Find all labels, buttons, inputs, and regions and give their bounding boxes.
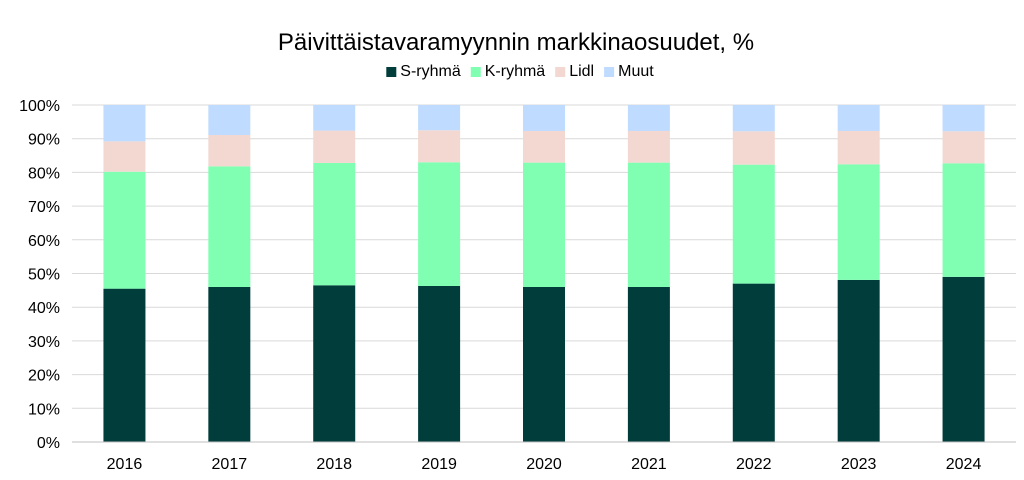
x-axis: 2016 2017 2018 2019 2020 2021 2022 2023 2024 <box>72 441 1016 473</box>
bar-segment <box>837 105 880 131</box>
y-tick-label: 90% <box>28 132 60 149</box>
legend-item: Muut <box>604 63 654 80</box>
legend-item: Lidl <box>555 63 594 80</box>
legend: S-ryhmä K-ryhmä Lidl Muut <box>386 63 654 80</box>
x-tick-label: 2024 <box>946 456 982 473</box>
bar-segment <box>942 163 985 277</box>
bar-segment <box>523 286 565 442</box>
y-tick-label: 30% <box>28 334 60 351</box>
bar-segment <box>732 164 775 284</box>
bar-segment <box>523 105 565 131</box>
bar-segment <box>523 130 565 163</box>
bars <box>103 105 985 442</box>
bar-segment <box>837 279 880 442</box>
y-tick-label: 60% <box>28 233 60 250</box>
legend-item: S-ryhmä <box>386 63 461 80</box>
x-tick-label: 2019 <box>421 456 457 473</box>
x-tick-label: 2016 <box>107 456 143 473</box>
bar-segment <box>418 130 461 163</box>
y-tick-label: 70% <box>28 199 60 216</box>
legend-label: K-ryhmä <box>485 63 546 80</box>
bar-segment <box>208 166 251 287</box>
bar-segment <box>732 131 775 165</box>
bar-segment <box>732 105 775 132</box>
legend-swatch <box>604 67 615 77</box>
x-tick-label: 2023 <box>841 456 877 473</box>
bar-segment <box>313 130 356 163</box>
legend-swatch <box>386 67 397 77</box>
bar-segment <box>103 171 146 289</box>
y-tick-label: 40% <box>28 300 60 317</box>
legend-label: Lidl <box>569 63 594 80</box>
legend-item: K-ryhmä <box>470 63 546 80</box>
x-tick-label: 2021 <box>631 456 667 473</box>
bar-segment <box>103 105 146 142</box>
bar-segment <box>732 283 775 442</box>
x-tick-label: 2022 <box>736 456 772 473</box>
bar-segment <box>942 131 985 164</box>
bar-segment <box>627 105 670 131</box>
bar-segment <box>627 162 670 287</box>
legend-label: S-ryhmä <box>400 63 461 80</box>
bar-segment <box>418 162 461 286</box>
bar-segment <box>942 105 985 132</box>
bar-segment <box>523 162 565 287</box>
legend-label: Muut <box>618 63 654 80</box>
bar-segment <box>837 164 880 280</box>
bar-segment <box>627 286 670 442</box>
y-tick-label: 10% <box>28 401 60 418</box>
bar-segment <box>418 105 461 131</box>
x-tick-label: 2018 <box>316 456 352 473</box>
bar-segment <box>313 285 356 442</box>
legend-swatch <box>470 67 481 77</box>
y-tick-label: 0% <box>37 435 60 452</box>
bar-segment <box>313 105 356 131</box>
y-tick-label: 100% <box>19 98 60 115</box>
x-tick-label: 2020 <box>526 456 562 473</box>
bar-segment <box>208 286 251 442</box>
bar-segment <box>418 285 461 442</box>
chart-title: Päivittäistavaramyynnin markkinaosuudet,… <box>278 29 754 56</box>
bar-segment <box>942 276 985 442</box>
legend-swatch <box>555 67 566 77</box>
bar-segment <box>103 288 146 442</box>
y-axis: 0% 10% 20% 30% 40% 50% 60% 70% 80% 90% 100% <box>19 98 60 452</box>
x-tick-label: 2017 <box>212 456 248 473</box>
bar-segment <box>627 130 670 163</box>
y-tick-label: 80% <box>28 165 60 182</box>
bar-segment <box>208 134 251 167</box>
bar-segment <box>837 130 880 165</box>
bar-segment <box>208 105 251 135</box>
y-tick-label: 20% <box>28 368 60 385</box>
y-tick-label: 50% <box>28 267 60 284</box>
bar-segment <box>313 162 356 286</box>
bar-segment <box>103 141 146 172</box>
